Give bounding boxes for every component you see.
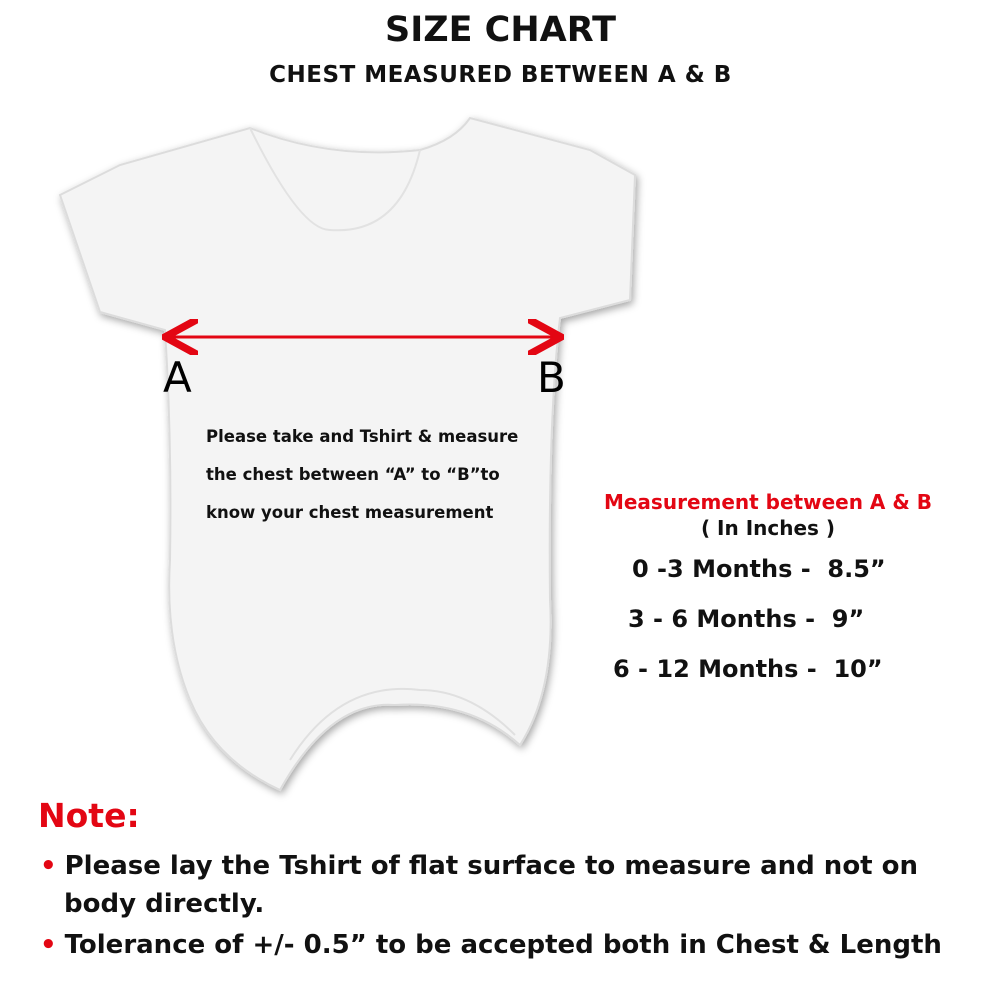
measure-instructions: Please take and Tshirt & measure the che… xyxy=(206,418,518,532)
size-row: 3 - 6 Months - 9” xyxy=(628,605,864,633)
note-bullet: • Tolerance of +/- 0.5” to be accepted bo… xyxy=(40,930,942,960)
point-a-label: A xyxy=(163,353,192,402)
bullet-icon: • xyxy=(40,930,57,960)
instruction-line: know your chest measurement xyxy=(206,503,494,522)
measurement-table: Measurement between A & B ( In Inches ) xyxy=(590,490,946,540)
bullet-icon: • xyxy=(40,851,57,881)
size-row: 0 -3 Months - 8.5” xyxy=(632,555,886,583)
measurement-unit: ( In Inches ) xyxy=(700,516,836,540)
size-value: 9” xyxy=(831,605,865,633)
measurement-title: Measurement between A & B xyxy=(603,490,933,514)
instruction-line: the chest between “A” to “B”to xyxy=(206,465,500,484)
size-age: 0 -3 Months - xyxy=(632,555,811,583)
point-b-label: B xyxy=(537,353,566,402)
size-value: 8.5” xyxy=(827,555,886,583)
size-age: 3 - 6 Months - xyxy=(628,605,816,633)
onesie-body xyxy=(58,116,637,792)
size-row: 6 - 12 Months - 10” xyxy=(613,655,883,683)
instruction-line: Please take and Tshirt & measure xyxy=(206,427,519,446)
size-age: 6 - 12 Months - xyxy=(613,655,817,683)
size-value: 10” xyxy=(833,655,883,683)
page-title: SIZE CHART xyxy=(384,10,617,50)
note-heading: Note: xyxy=(38,796,140,835)
note-bullet-continuation: body directly. xyxy=(64,889,265,919)
note-bullet: • Please lay the Tshirt of flat surface t… xyxy=(40,851,919,881)
page-subtitle: CHEST MEASURED BETWEEN A & B xyxy=(269,62,732,88)
